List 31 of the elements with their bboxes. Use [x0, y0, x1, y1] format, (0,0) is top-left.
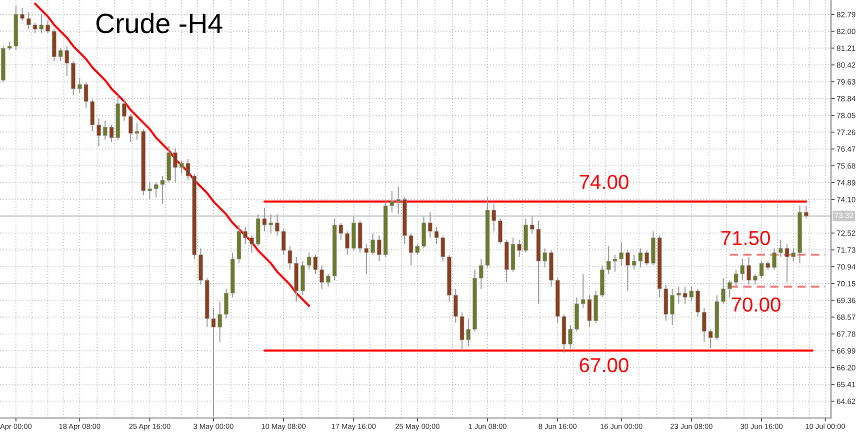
candlestick: [676, 286, 681, 304]
candlestick: [224, 288, 228, 320]
candlestick: [746, 256, 751, 286]
annotation: 67.00: [580, 358, 628, 372]
candlestick: [626, 250, 630, 292]
candlestick: [96, 118, 101, 147]
annotation: 71.50: [721, 230, 770, 246]
candlestick: [396, 186, 400, 215]
candlestick: [370, 232, 375, 256]
candlestick: [148, 182, 152, 200]
annotation: 74.00: [580, 174, 628, 190]
candlestick: [721, 278, 726, 304]
line-series: [34, 2, 310, 307]
candlestick: [173, 148, 178, 183]
chart-title: Crude -H4: [96, 12, 222, 34]
candlestick: [804, 205, 808, 220]
candlestick: [122, 98, 126, 122]
candlestick: [422, 216, 426, 249]
candlestick: [320, 264, 324, 290]
candlestick: [670, 288, 675, 326]
candlestick: [250, 235, 254, 254]
candlestick: [498, 218, 502, 245]
candlestick: [46, 20, 50, 34]
annotation: 70.00: [732, 297, 780, 312]
candlestick: [772, 248, 776, 270]
candlestick: [345, 230, 350, 256]
candlestick: [696, 288, 700, 318]
candlestick: [702, 307, 706, 343]
candlestick: [20, 7, 24, 22]
candlestick: [326, 273, 330, 288]
candlestick: [275, 214, 280, 236]
